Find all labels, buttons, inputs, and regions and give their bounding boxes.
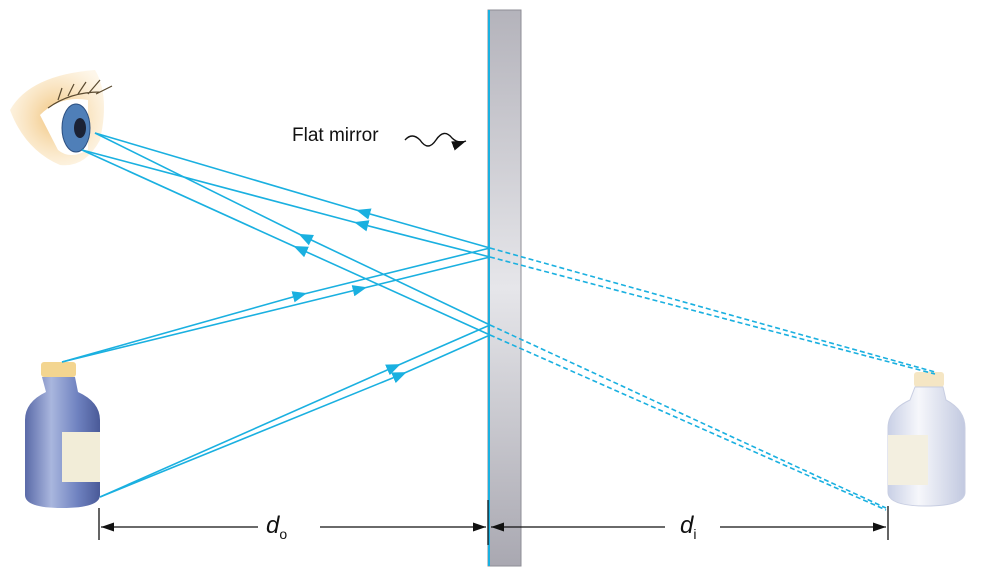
reflected-ray bbox=[94, 132, 491, 326]
incident-ray bbox=[99, 324, 491, 498]
bottle-image-icon bbox=[887, 372, 966, 507]
eye-icon bbox=[10, 70, 113, 166]
image-distance-symbol: d bbox=[680, 512, 694, 539]
virtual-rays bbox=[489, 247, 936, 511]
light-rays bbox=[61, 132, 491, 498]
object-distance-symbol: d bbox=[266, 512, 280, 539]
reflected-ray bbox=[94, 132, 491, 249]
image-distance-subscript: i bbox=[693, 525, 697, 542]
incident-ray bbox=[61, 256, 491, 363]
mirror-pointer-arrow bbox=[404, 132, 467, 151]
reflected-ray bbox=[81, 149, 491, 336]
image-distance-label: di bbox=[680, 512, 696, 542]
mirror-label: Flat mirror bbox=[292, 125, 379, 146]
object-distance-label: do bbox=[266, 512, 287, 542]
bottle-object-icon bbox=[25, 362, 100, 508]
object-distance-subscript: o bbox=[279, 525, 288, 542]
flat-mirror bbox=[487, 9, 522, 567]
distance-markers bbox=[98, 500, 889, 545]
incident-ray bbox=[61, 247, 491, 363]
incident-ray bbox=[99, 334, 491, 498]
reflected-ray bbox=[81, 149, 491, 258]
